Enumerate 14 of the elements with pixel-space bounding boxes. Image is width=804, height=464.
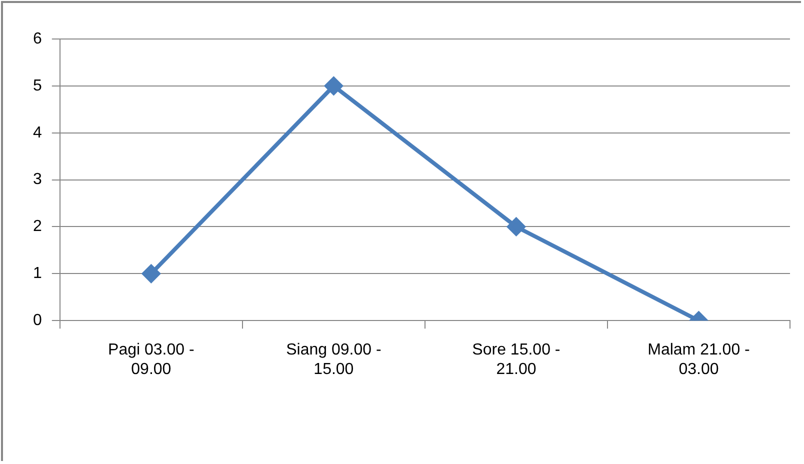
y-tick-label: 5	[32, 77, 42, 94]
x-tick-label: Sore 15.00 - 21.00	[472, 342, 560, 378]
y-tick-label: 4	[32, 124, 42, 142]
point	[324, 76, 343, 95]
point	[142, 264, 160, 283]
y-tick-label: 3	[32, 171, 42, 188]
point	[507, 218, 526, 236]
x-tick-label: Malam 21.00 - 03.00	[648, 342, 750, 378]
y-tick-label: 2	[32, 218, 42, 236]
y-tick-label: 6	[32, 30, 42, 48]
x-tick-label: Siang 09.00 - 15.00	[286, 342, 382, 378]
y-tick-label: 0	[32, 312, 42, 330]
y-tick-label: 1	[32, 265, 42, 282]
x-tick-label: Pagi 03.00 - 09.00	[108, 342, 194, 378]
